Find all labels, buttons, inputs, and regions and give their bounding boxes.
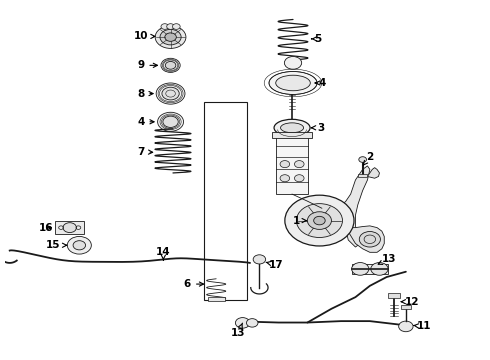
Text: 10: 10 xyxy=(134,31,155,41)
Text: 7: 7 xyxy=(137,147,152,157)
Circle shape xyxy=(160,30,181,45)
Circle shape xyxy=(155,26,186,48)
Polygon shape xyxy=(346,226,384,252)
Text: 4: 4 xyxy=(137,117,154,127)
Circle shape xyxy=(161,58,180,72)
Text: 12: 12 xyxy=(401,297,419,307)
Circle shape xyxy=(307,212,331,229)
Circle shape xyxy=(285,195,354,246)
Circle shape xyxy=(314,216,325,225)
Ellipse shape xyxy=(274,119,310,136)
Ellipse shape xyxy=(281,123,304,133)
Bar xyxy=(208,297,225,301)
Circle shape xyxy=(165,33,176,41)
Text: 17: 17 xyxy=(266,260,284,270)
Text: 1: 1 xyxy=(293,216,306,226)
Circle shape xyxy=(294,175,304,182)
Circle shape xyxy=(359,231,380,247)
Text: 4: 4 xyxy=(315,78,325,88)
Text: 16: 16 xyxy=(39,222,53,233)
Bar xyxy=(276,134,308,194)
Circle shape xyxy=(73,241,86,250)
Text: 15: 15 xyxy=(46,240,67,250)
Bar xyxy=(401,305,411,309)
Circle shape xyxy=(172,24,180,30)
Circle shape xyxy=(67,237,91,254)
Polygon shape xyxy=(368,168,379,178)
Text: 3: 3 xyxy=(311,123,324,133)
Polygon shape xyxy=(339,166,370,247)
Circle shape xyxy=(399,321,413,332)
Text: 5: 5 xyxy=(312,34,321,44)
Circle shape xyxy=(371,262,388,275)
Bar xyxy=(55,221,84,234)
Circle shape xyxy=(253,255,266,264)
Circle shape xyxy=(280,161,290,168)
Circle shape xyxy=(163,116,178,127)
Text: 11: 11 xyxy=(414,321,431,332)
Text: 2: 2 xyxy=(363,152,373,165)
Circle shape xyxy=(161,24,169,30)
Circle shape xyxy=(162,87,179,100)
Circle shape xyxy=(280,175,290,182)
Circle shape xyxy=(284,57,302,69)
Circle shape xyxy=(235,318,250,328)
Circle shape xyxy=(246,319,258,327)
Circle shape xyxy=(352,262,369,275)
Circle shape xyxy=(294,161,304,168)
Circle shape xyxy=(167,24,174,30)
Text: 6: 6 xyxy=(184,279,203,289)
Bar xyxy=(352,264,388,274)
Bar xyxy=(358,174,368,177)
Bar xyxy=(204,102,247,300)
Circle shape xyxy=(63,223,76,233)
Circle shape xyxy=(158,112,184,131)
Text: 9: 9 xyxy=(137,60,157,70)
Circle shape xyxy=(359,157,367,162)
Bar xyxy=(388,293,400,298)
Text: 8: 8 xyxy=(137,89,153,99)
Ellipse shape xyxy=(269,72,317,94)
Circle shape xyxy=(165,62,176,69)
Bar xyxy=(272,132,312,138)
Ellipse shape xyxy=(276,75,310,91)
Text: 13: 13 xyxy=(231,323,245,338)
Text: 14: 14 xyxy=(156,247,171,260)
Circle shape xyxy=(156,83,185,104)
Text: 13: 13 xyxy=(378,255,396,264)
Circle shape xyxy=(296,204,343,238)
